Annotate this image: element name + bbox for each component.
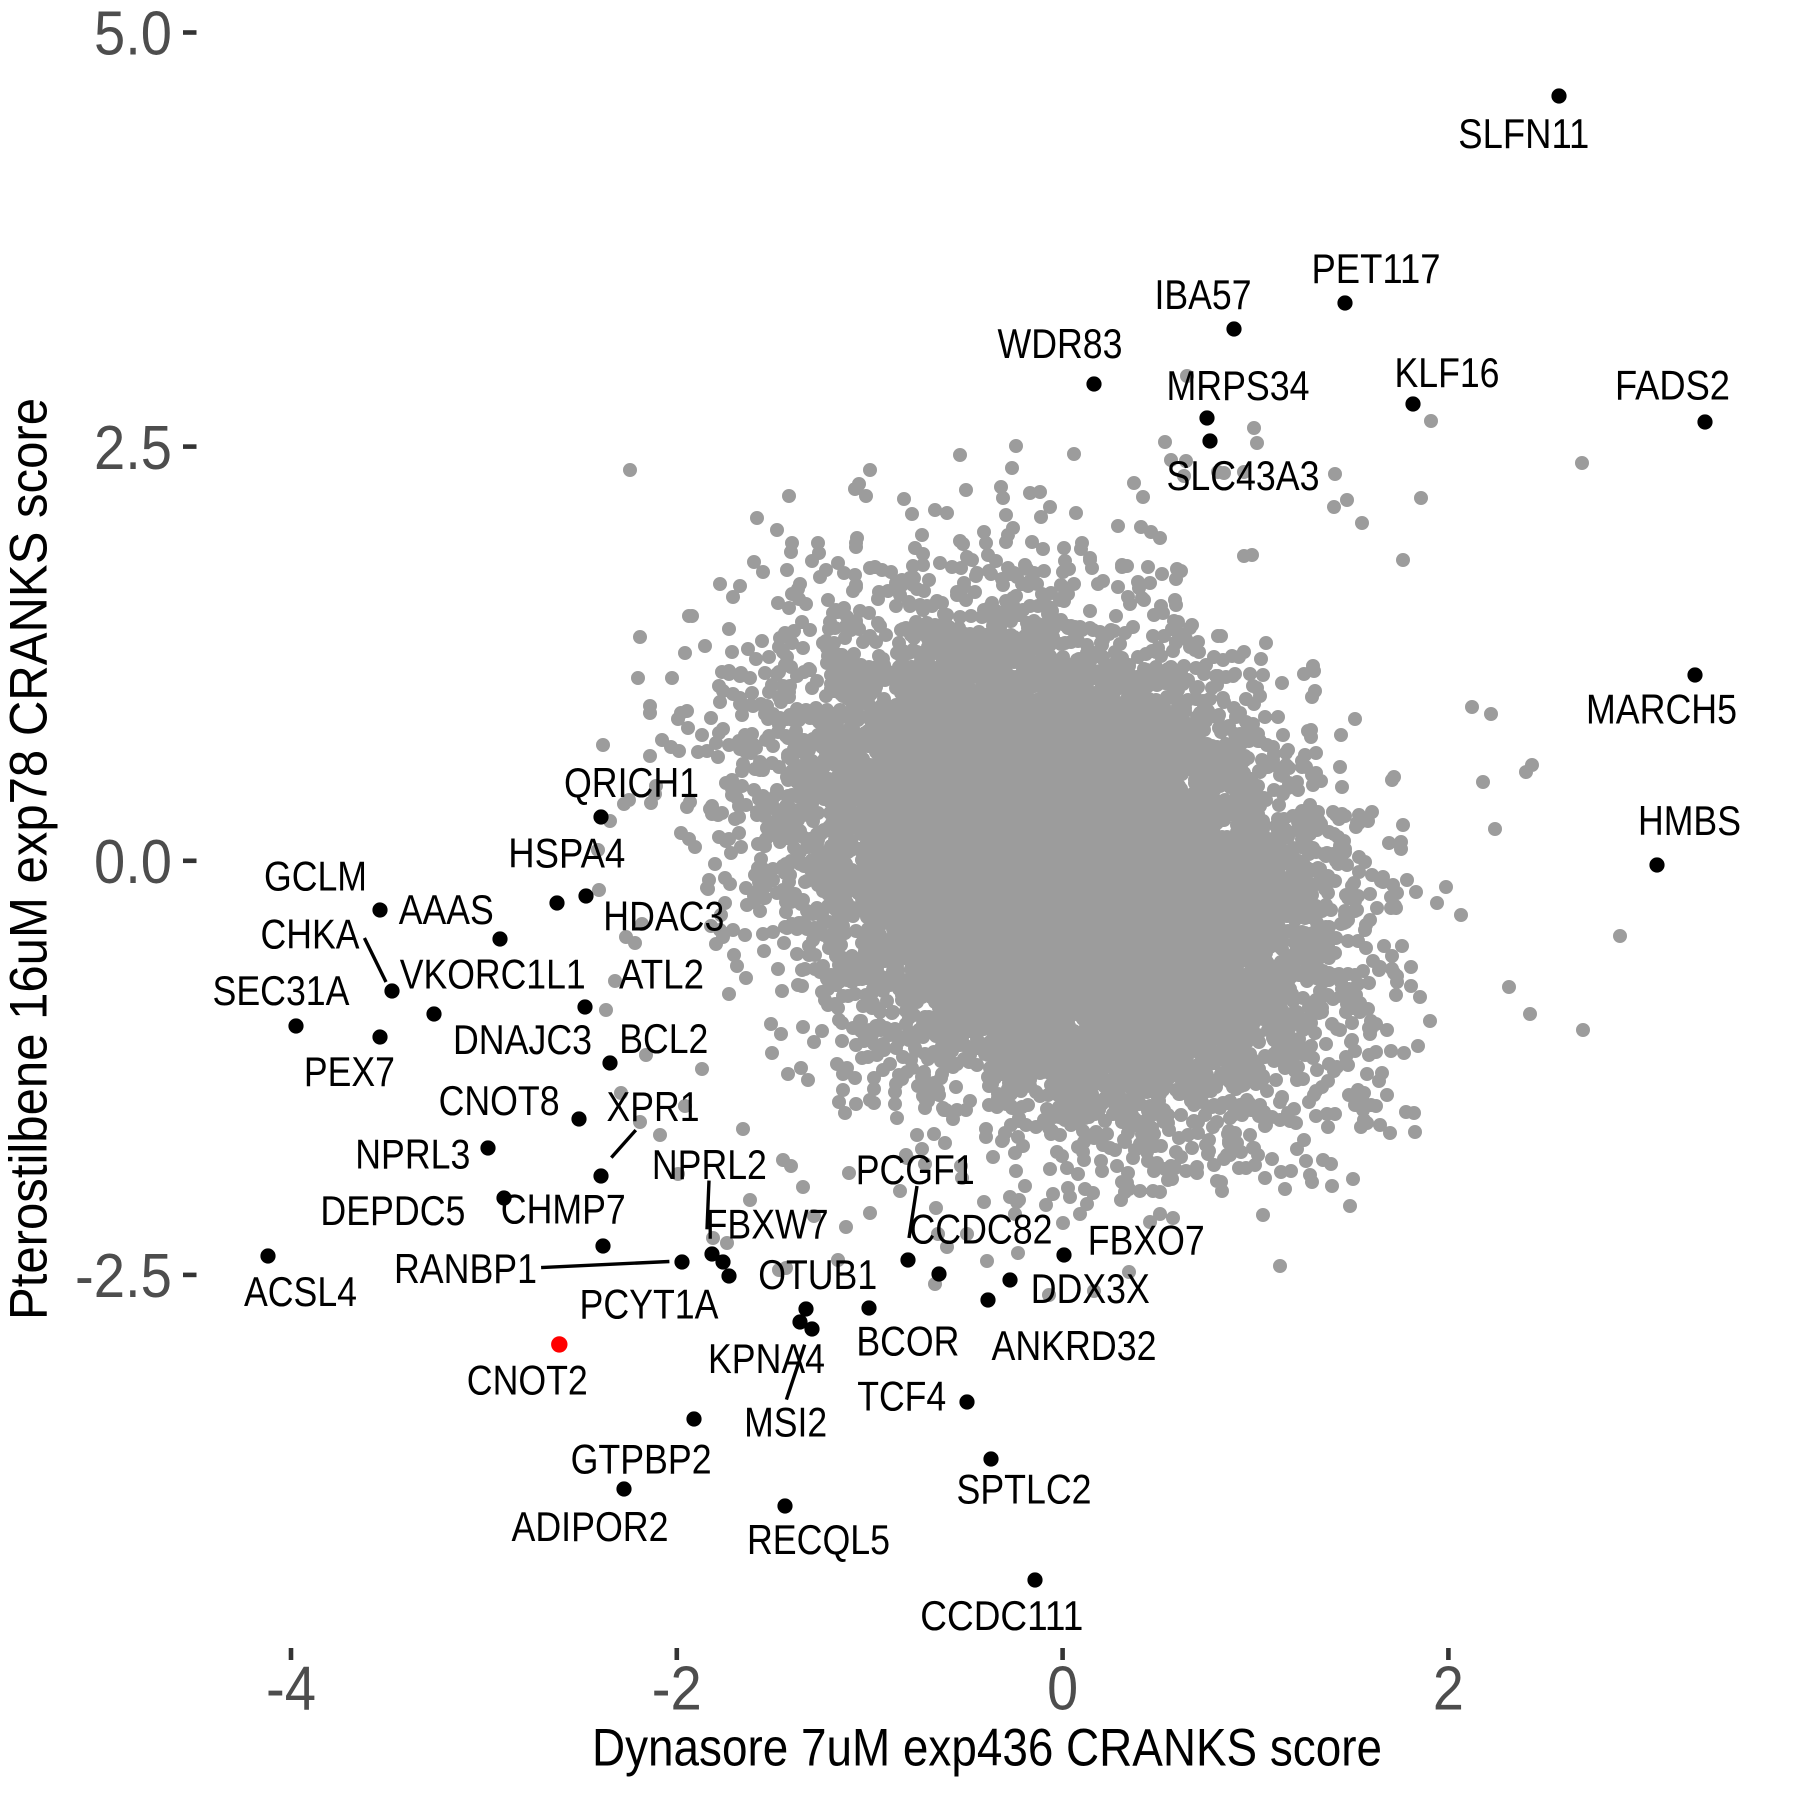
svg-text:2: 2 xyxy=(1433,1655,1464,1724)
svg-text:XPR1: XPR1 xyxy=(607,1083,700,1130)
svg-text:ADIPOR2: ADIPOR2 xyxy=(512,1503,669,1550)
svg-text:DEPDC5: DEPDC5 xyxy=(320,1187,465,1234)
svg-text:CHMP7: CHMP7 xyxy=(501,1185,626,1232)
svg-text:RANBP1: RANBP1 xyxy=(394,1245,537,1292)
svg-text:MSI2: MSI2 xyxy=(744,1398,827,1445)
svg-text:-2.5: -2.5 xyxy=(75,1242,172,1311)
svg-text:PEX7: PEX7 xyxy=(304,1048,395,1095)
svg-text:-2: -2 xyxy=(652,1655,702,1724)
svg-text:DDX3X: DDX3X xyxy=(1031,1265,1150,1312)
svg-text:DNAJC3: DNAJC3 xyxy=(453,1016,592,1063)
svg-text:0: 0 xyxy=(1047,1655,1078,1724)
svg-text:0.0: 0.0 xyxy=(94,828,172,897)
svg-text:MRPS34: MRPS34 xyxy=(1167,362,1310,409)
svg-text:Dynasore 7uM exp436 CRANKS sco: Dynasore 7uM exp436 CRANKS score xyxy=(592,1719,1382,1778)
svg-text:MARCH5: MARCH5 xyxy=(1586,685,1737,732)
svg-text:RECQL5: RECQL5 xyxy=(747,1516,890,1563)
svg-text:KPNA4: KPNA4 xyxy=(708,1335,825,1382)
svg-text:CCDC111: CCDC111 xyxy=(920,1592,1083,1639)
svg-text:ANKRD32: ANKRD32 xyxy=(992,1322,1157,1369)
svg-text:CCDC82: CCDC82 xyxy=(910,1206,1053,1253)
svg-text:CNOT8: CNOT8 xyxy=(439,1077,560,1124)
svg-text:HDAC3: HDAC3 xyxy=(603,892,724,939)
svg-text:CNOT2: CNOT2 xyxy=(467,1356,588,1403)
svg-text:SLC43A3: SLC43A3 xyxy=(1167,452,1320,499)
svg-text:PCYT1A: PCYT1A xyxy=(580,1281,719,1328)
svg-text:2.5: 2.5 xyxy=(94,414,172,483)
svg-text:PET117: PET117 xyxy=(1312,245,1441,292)
svg-text:BCL2: BCL2 xyxy=(619,1015,708,1062)
svg-text:AAAS: AAAS xyxy=(399,886,494,933)
svg-text:BCOR: BCOR xyxy=(856,1317,959,1364)
svg-text:FADS2: FADS2 xyxy=(1615,361,1730,408)
svg-text:TCF4: TCF4 xyxy=(857,1372,946,1419)
svg-text:KLF16: KLF16 xyxy=(1395,349,1500,396)
svg-text:IBA57: IBA57 xyxy=(1155,271,1252,318)
svg-text:Pterostilbene 16uM exp78 CRANK: Pterostilbene 16uM exp78 CRANKS score xyxy=(0,398,59,1320)
svg-text:WDR83: WDR83 xyxy=(998,320,1123,367)
svg-text:-4: -4 xyxy=(266,1655,316,1724)
svg-text:5.0: 5.0 xyxy=(94,0,172,69)
svg-text:HMBS: HMBS xyxy=(1638,797,1741,844)
svg-text:VKORC1L1: VKORC1L1 xyxy=(400,950,586,997)
svg-text:QRICH1: QRICH1 xyxy=(564,759,699,806)
svg-text:SPTLC2: SPTLC2 xyxy=(957,1466,1092,1513)
svg-text:OTUB1: OTUB1 xyxy=(758,1251,877,1298)
svg-text:NPRL2: NPRL2 xyxy=(652,1141,767,1188)
svg-text:GTPBP2: GTPBP2 xyxy=(571,1435,712,1482)
svg-text:FBXW7: FBXW7 xyxy=(706,1200,829,1247)
svg-text:FBXO7: FBXO7 xyxy=(1088,1217,1205,1264)
svg-text:GCLM: GCLM xyxy=(264,853,367,900)
svg-text:CHKA: CHKA xyxy=(261,911,360,958)
svg-text:SLFN11: SLFN11 xyxy=(1458,110,1589,157)
svg-text:HSPA4: HSPA4 xyxy=(508,830,625,877)
svg-text:NPRL3: NPRL3 xyxy=(355,1130,470,1177)
svg-text:SEC31A: SEC31A xyxy=(213,967,350,1014)
svg-text:PCGF1: PCGF1 xyxy=(856,1146,975,1193)
svg-text:ATL2: ATL2 xyxy=(619,950,704,997)
svg-text:ACSL4: ACSL4 xyxy=(244,1268,357,1315)
